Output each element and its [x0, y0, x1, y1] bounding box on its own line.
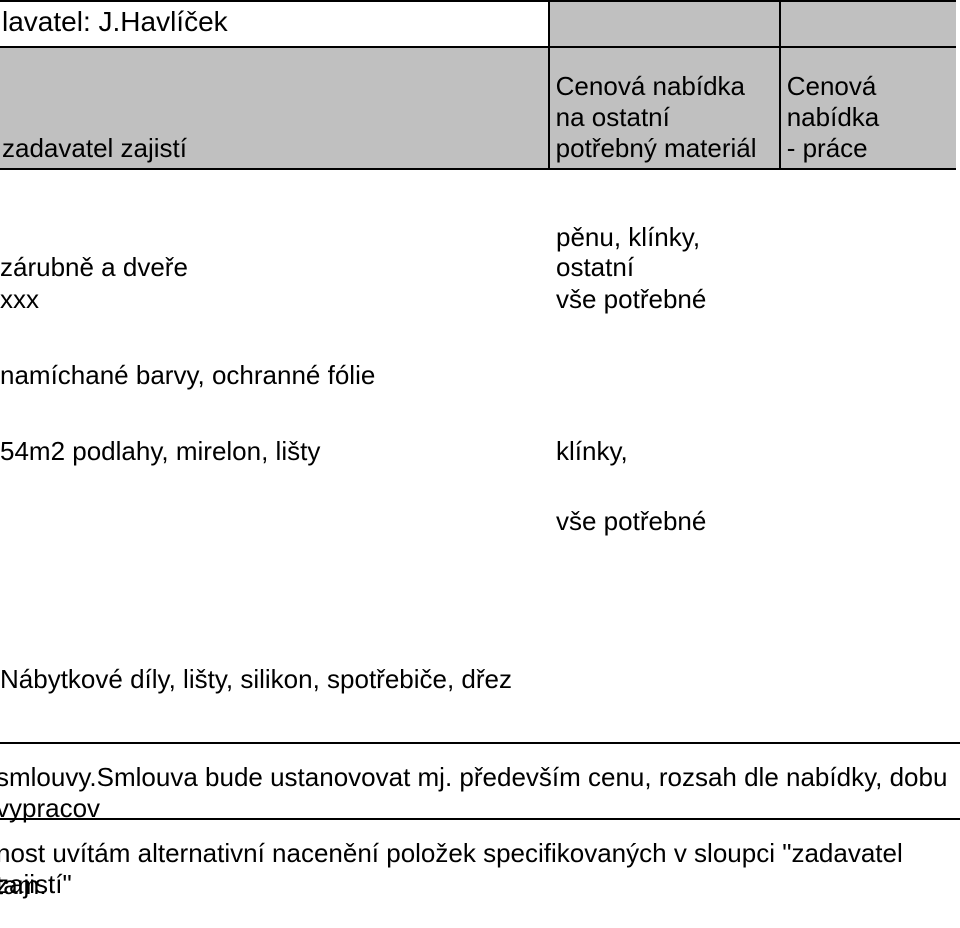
para-alternativni: nost uvítám alternativní nacenění polože…: [0, 838, 960, 900]
header-table: lavatel: J.Havlíček zadavatel zajistí Ce…: [0, 0, 956, 170]
text-nabytkove: Nábytkové díly, lišty, silikon, spotřebi…: [0, 664, 512, 695]
header-col3: Cenová nabídka - práce: [781, 48, 956, 168]
header-col1-text: zadavatel zajistí: [2, 133, 542, 164]
cell-top-mid: [550, 2, 781, 46]
header-col2-l3: potřebný materiál: [556, 133, 773, 164]
header-col3-l2: - práce: [787, 133, 950, 164]
header-col2-l1: Cenová nabídka: [556, 71, 773, 102]
text-penu-klinky: pěnu, klínky,: [556, 222, 700, 253]
header-col2-l2: na ostatní: [556, 102, 773, 133]
para-smlouva: smlouvy.Smlouva bude ustanovovat mj. pře…: [0, 762, 960, 824]
text-barvy: namíchané barvy, ochranné fólie: [0, 360, 375, 391]
header-col2: Cenová nabídka na ostatní potřebný mater…: [550, 48, 781, 168]
text-ostatni: ostatní: [556, 252, 634, 283]
divider-2: [0, 818, 960, 820]
text-vse-potrebne-2: vše potřebné: [556, 506, 706, 537]
cell-top-right: [781, 2, 956, 46]
text-podlahy: 54m2 podlahy, mirelon, lišty: [0, 436, 320, 467]
para-tam: tam.: [0, 870, 47, 901]
cell-title: lavatel: J.Havlíček: [0, 2, 550, 46]
header-col3-l1: Cenová nabídka: [787, 71, 950, 133]
text-vse-potrebne-1: vše potřebné: [556, 284, 706, 315]
divider-1: [0, 742, 960, 744]
text-klinky: klínky,: [556, 436, 628, 467]
header-col1: zadavatel zajistí: [0, 48, 550, 168]
text-zarubne: zárubně a dveře: [0, 252, 188, 283]
text-xxx: xxx: [0, 284, 39, 315]
